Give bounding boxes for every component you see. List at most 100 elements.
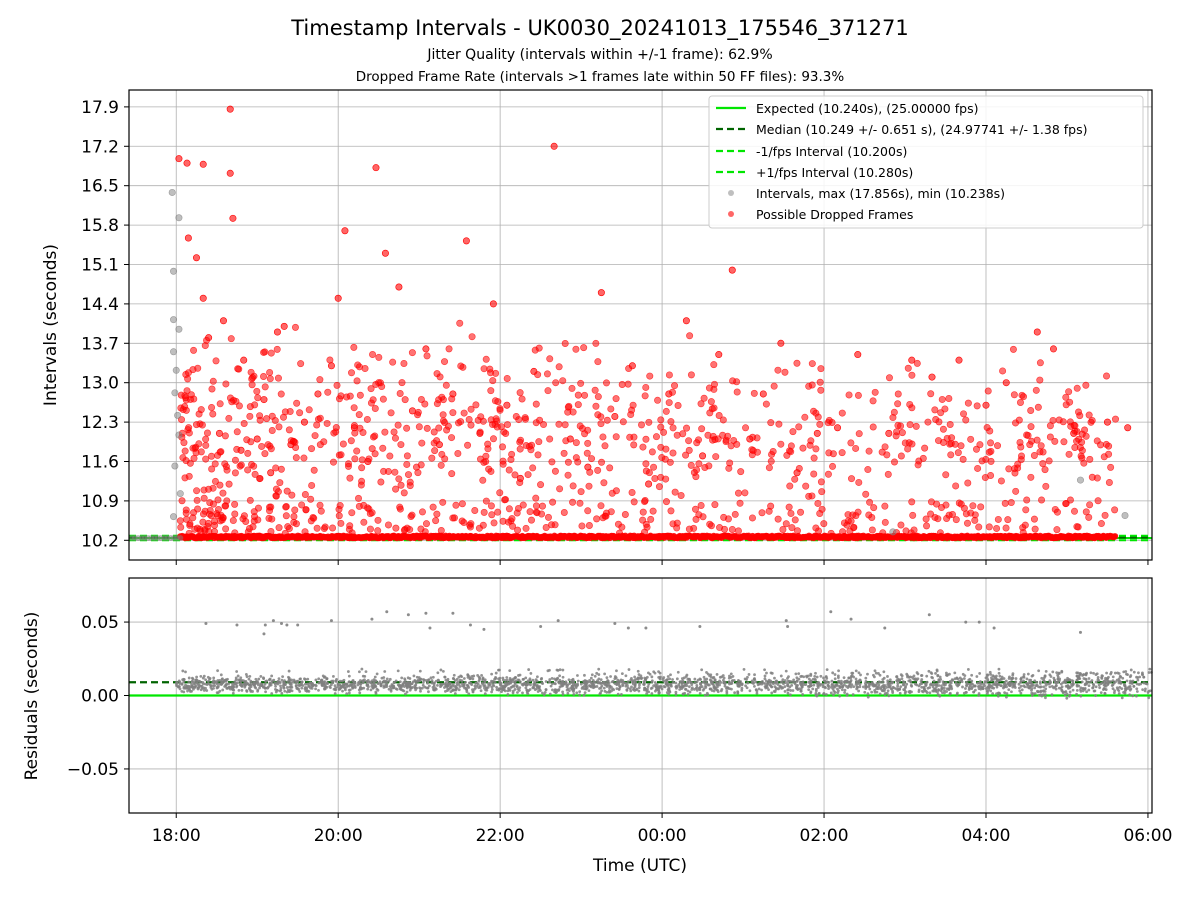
bottom-y-tick-label: −0.05 bbox=[67, 760, 119, 780]
top-y-axis-label: Intervals (seconds) bbox=[41, 244, 61, 406]
dropped-frame-point bbox=[647, 515, 655, 523]
dropped-frame-point bbox=[799, 444, 807, 452]
dropped-frame-point bbox=[261, 450, 269, 458]
dropped-frame-point bbox=[490, 519, 498, 527]
dropped-frame-point bbox=[879, 529, 887, 537]
dropped-frame-point bbox=[594, 358, 602, 366]
residual-point bbox=[420, 686, 424, 690]
residual-point bbox=[219, 673, 223, 677]
residual-point bbox=[455, 681, 459, 685]
residual-point bbox=[439, 668, 443, 672]
residual-point bbox=[669, 673, 672, 677]
residual-point bbox=[787, 675, 790, 679]
dropped-frame-point bbox=[208, 403, 216, 411]
dropped-frame-point bbox=[320, 525, 328, 533]
dropped-frame-point bbox=[219, 317, 227, 325]
dropped-frame-point bbox=[728, 266, 736, 274]
residual-point bbox=[1103, 684, 1107, 687]
residual-point bbox=[852, 685, 856, 689]
residual-point bbox=[1030, 691, 1034, 695]
dropped-frame-point bbox=[669, 520, 677, 528]
residual-point bbox=[970, 673, 974, 677]
dropped-frame-point bbox=[442, 381, 450, 389]
dropped-frame-point bbox=[1086, 455, 1094, 463]
dropped-frame-point bbox=[931, 406, 939, 414]
residual-point bbox=[593, 674, 597, 678]
dropped-frame-point bbox=[258, 442, 266, 450]
residual-point bbox=[698, 691, 702, 695]
dropped-frame-point bbox=[904, 445, 912, 453]
residual-point bbox=[965, 691, 968, 694]
dropped-frame-point bbox=[177, 404, 185, 412]
residual-point bbox=[540, 681, 544, 685]
residual-point bbox=[458, 685, 462, 688]
residual-point bbox=[630, 685, 633, 689]
residual-point bbox=[280, 691, 284, 695]
dropped-frame-point bbox=[1027, 423, 1035, 431]
residual-point bbox=[870, 681, 874, 684]
dropped-frame-point bbox=[967, 509, 975, 517]
residual-point bbox=[408, 688, 412, 692]
dropped-frame-point bbox=[511, 471, 519, 479]
dropped-frame-point bbox=[667, 507, 675, 515]
residual-point bbox=[685, 673, 689, 677]
residual-point bbox=[1049, 675, 1053, 678]
residual-point bbox=[1044, 687, 1048, 691]
dropped-frame-point bbox=[450, 514, 458, 522]
dropped-frame-point bbox=[1085, 411, 1093, 419]
residual-point bbox=[358, 670, 361, 674]
residual-point bbox=[498, 679, 502, 683]
dropped-frame-point bbox=[311, 432, 319, 440]
dropped-frame-point bbox=[555, 420, 563, 428]
residual-point bbox=[1020, 688, 1024, 692]
residual-point bbox=[719, 681, 723, 684]
residual-point bbox=[605, 690, 609, 694]
residual-point bbox=[324, 685, 328, 689]
dropped-frame-point bbox=[377, 478, 385, 486]
residual-point bbox=[1061, 690, 1065, 694]
dropped-frame-point bbox=[253, 387, 261, 395]
dropped-frame-point bbox=[351, 455, 359, 463]
dropped-frame-point bbox=[344, 460, 352, 468]
dropped-frame-point bbox=[868, 526, 876, 534]
residual-point bbox=[1117, 692, 1121, 695]
residual-point bbox=[989, 672, 993, 676]
dropped-frame-point bbox=[448, 470, 456, 478]
dropped-frame-point bbox=[184, 375, 192, 383]
residual-point bbox=[1037, 669, 1041, 673]
residual-point bbox=[891, 691, 895, 695]
residual-point bbox=[686, 680, 690, 684]
dropped-frame-point bbox=[598, 458, 606, 466]
dropped-frame-point bbox=[374, 516, 382, 524]
residual-point bbox=[570, 678, 574, 682]
residual-point bbox=[804, 683, 808, 687]
residual-point bbox=[1005, 692, 1009, 695]
residual-point bbox=[721, 678, 725, 682]
dropped-frame-point bbox=[1027, 406, 1035, 414]
dropped-frame-point bbox=[401, 396, 409, 404]
residual-point bbox=[1128, 675, 1132, 679]
dropped-frame-point bbox=[662, 407, 670, 415]
residual-point bbox=[471, 677, 475, 681]
residual-point bbox=[1125, 679, 1129, 683]
residual-point bbox=[1078, 671, 1082, 675]
residual-point bbox=[984, 676, 988, 680]
dropped-frame-point bbox=[391, 468, 399, 476]
residual-point bbox=[988, 686, 992, 689]
residual-point bbox=[937, 684, 941, 687]
residual-point bbox=[513, 676, 517, 680]
legend-dropped-swatch bbox=[728, 211, 734, 217]
dropped-frame-point bbox=[298, 501, 306, 509]
residual-point bbox=[599, 678, 603, 681]
dropped-frame-point bbox=[236, 462, 244, 470]
residual-point bbox=[461, 684, 464, 688]
dropped-frame-point bbox=[546, 435, 554, 443]
residual-point bbox=[626, 686, 630, 690]
dropped-frame-point bbox=[178, 497, 186, 505]
residual-point bbox=[234, 681, 238, 685]
dropped-frame-point bbox=[651, 475, 659, 483]
residual-point bbox=[548, 678, 552, 681]
residual-point bbox=[740, 688, 744, 692]
residual-point bbox=[907, 679, 911, 683]
dropped-frame-point bbox=[480, 365, 488, 373]
